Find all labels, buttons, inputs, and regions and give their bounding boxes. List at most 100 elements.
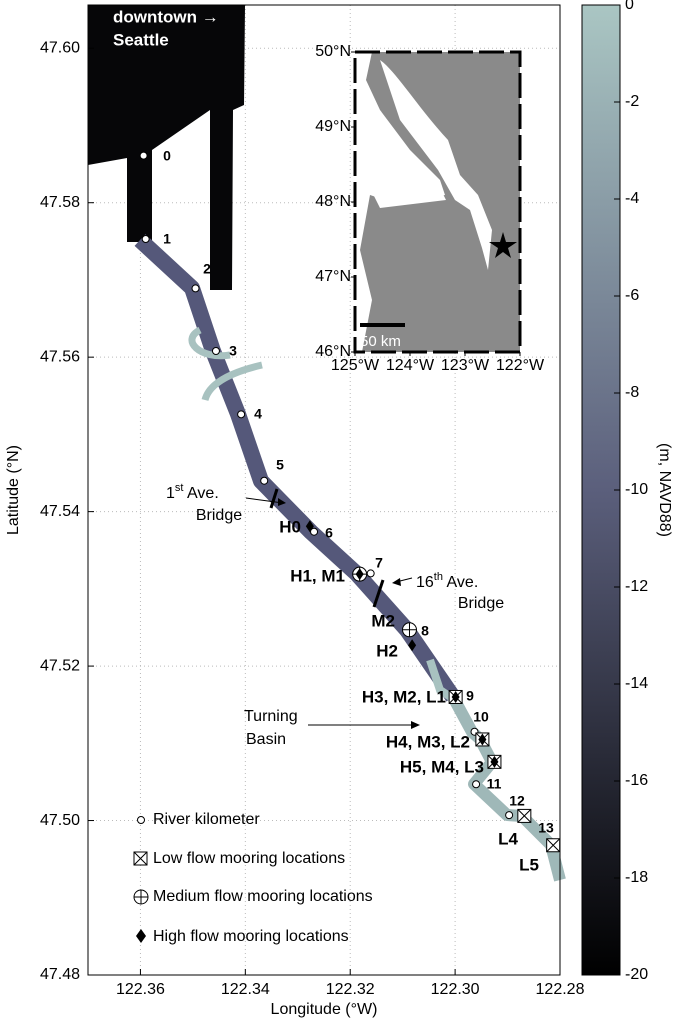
mooring-label: H4, M3, L2 [386,732,470,751]
x-tick-label: 122.34 [221,981,270,998]
inset-map: 50 km [353,50,522,354]
river-km-point [310,527,319,536]
x-axis-label: Longitude (°W) [271,1001,378,1018]
y-axis-label: Latitude (°N) [5,445,22,535]
river-km-label: 5 [276,457,284,473]
colorbar-tick-label: -14 [625,675,648,692]
inset-y-tick-label: 50°N [315,43,351,60]
legend-label: High flow mooring locations [153,928,349,945]
mooring-label: H1, M1 [290,566,345,585]
river-km-label: 2 [203,261,211,277]
river-km-point [505,811,514,820]
annotation: downtown → [113,7,219,26]
inset-y-tick-label: 48°N [315,193,351,210]
river-km-label: 0 [163,148,171,164]
high-flow-mooring [408,639,417,652]
river-km-label: 1 [163,231,171,247]
marker-part [517,809,532,823]
x-tick-label: 122.30 [431,981,480,998]
bridge [269,488,279,509]
annotation: Ave. [183,485,218,502]
legend-marker [133,851,148,866]
river-km-label: 11 [487,776,502,792]
colorbar-tick-label: -12 [625,578,648,595]
legend-marker [137,816,145,824]
annotation: 16 [416,574,434,591]
legend-label: Low flow mooring locations [153,850,345,867]
inset-x-tick-label: 124°W [386,357,435,374]
river-km-point [141,235,150,244]
river-km-point [237,410,246,419]
river-km-label: 10 [473,709,489,725]
scale-label: 50 km [360,333,401,350]
bridge [372,579,385,608]
colorbar-tick-label: -16 [625,772,648,789]
high-flow-mooring [490,755,499,768]
y-tick-label: 47.54 [40,503,80,520]
annotation: Seattle [113,30,169,49]
annotation: 16th Ave. [416,571,478,591]
x-tick-label: 122.32 [326,981,375,998]
river-km-label: 6 [325,525,333,541]
arrow [392,578,401,586]
marker-part [402,622,417,637]
colorbar-tick-label: -2 [625,93,639,110]
river-km-label: 9 [466,688,474,704]
colorbar-tick-label: -20 [625,966,648,983]
mooring-label: M2 [371,611,395,630]
annotation: Ave. [443,574,478,591]
colorbar-tick-label: -10 [625,481,648,498]
inset-y-tick-label: 49°N [315,118,351,135]
high-flow-mooring [478,733,487,746]
arrow [245,497,284,504]
mooring-label: H3, M2, L1 [362,687,446,706]
x-tick-label: 122.28 [536,981,585,998]
inset-x-tick-label: 122°W [496,357,545,374]
legend-marker [133,889,149,905]
annotation: th [434,571,443,583]
high-flow-mooring [355,568,364,581]
colorbar-tick-label: -8 [625,384,639,401]
colorbar-tick-label: -6 [625,287,639,304]
colorbar-tick-label: 0 [625,0,634,13]
mooring-label: L5 [519,855,539,874]
river-km-point [139,151,148,160]
marker-part [546,838,561,853]
colorbar [581,4,621,976]
colorbar-tick-label: -4 [625,190,639,207]
river-km-point [211,346,220,355]
plot-frame [87,4,561,976]
annotation: Turning [244,708,298,725]
inset-y-tick-label: 46°N [315,343,351,360]
inset-y-tick-label: 47°N [315,268,351,285]
river-km-label: 3 [229,343,237,359]
mooring-label: H5, M4, L3 [400,757,484,776]
annotation: Bridge [196,507,242,524]
river-km-point [366,569,375,578]
river-km-point [191,284,200,293]
mooring-label: H2 [376,641,398,660]
legend-label: River kilometer [153,811,260,828]
high-flow-mooring [451,690,460,703]
annotation: st [175,482,184,494]
low-flow-mooring [546,838,561,853]
river-km-label: 12 [509,793,525,809]
annotation: 1 [166,485,175,502]
inset-x-tick-label: 125°W [331,357,380,374]
medium-flow-mooring [401,622,417,638]
river-km-label: 8 [421,623,429,639]
low-flow-mooring [517,808,532,823]
y-tick-label: 47.56 [40,348,80,365]
river-km-point [260,476,269,485]
y-tick-label: 47.52 [40,657,80,674]
y-tick-label: 47.60 [40,39,80,56]
legend: River kilometer Low flow mooring locatio… [133,811,373,945]
annotation: Bridge [458,595,504,612]
x-tick-label: 122.36 [116,981,165,998]
y-tick-label: 47.50 [40,812,80,829]
colorbar-label: (m, NAVD88) [656,443,673,537]
legend-label: Medium flow mooring locations [153,888,373,905]
river-km-label: 7 [375,555,383,571]
y-tick-label: 47.58 [40,194,80,211]
